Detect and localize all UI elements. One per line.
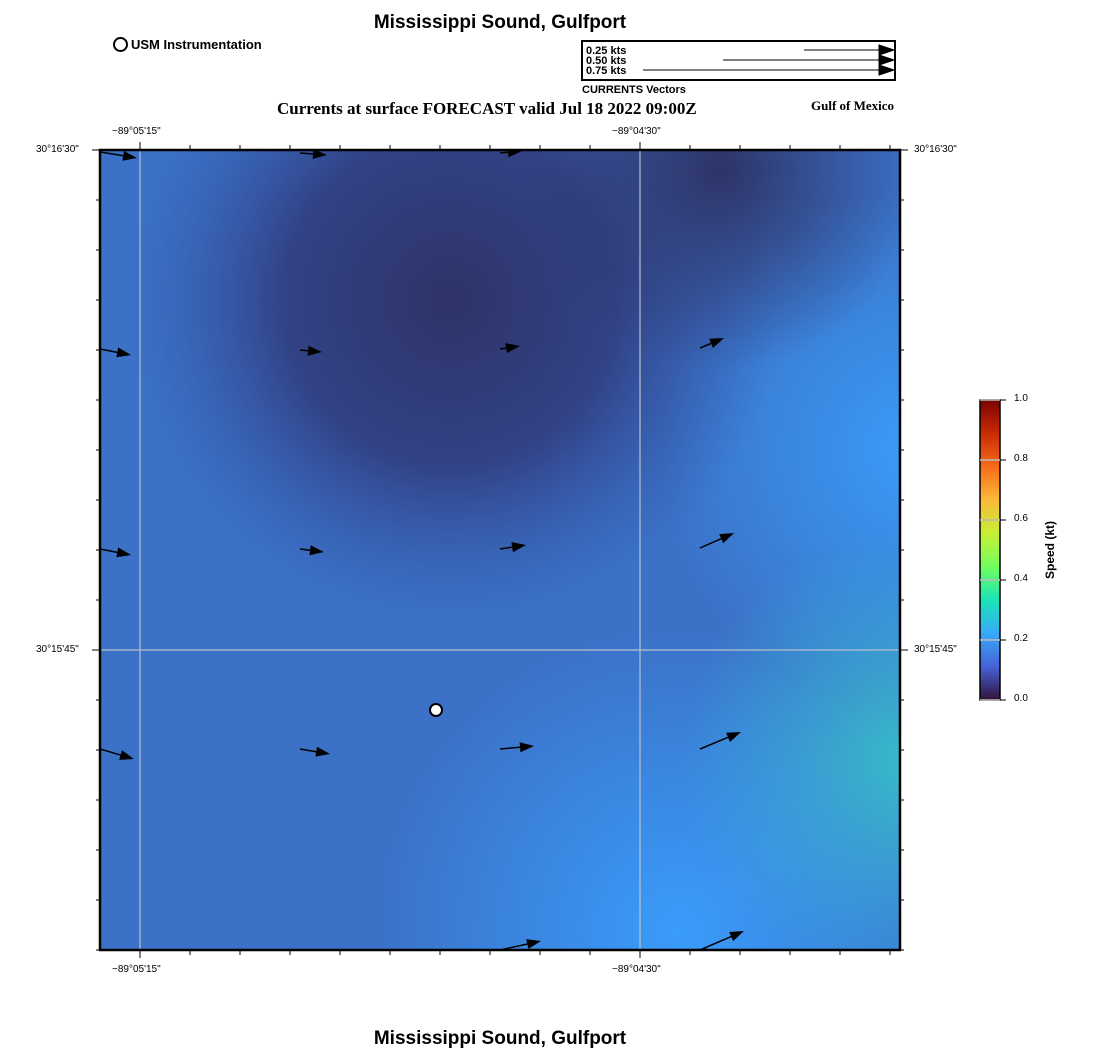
current-vector-arrow [299, 545, 324, 556]
vector-legend-title: CURRENTS Vectors [582, 84, 686, 96]
colorbar-tick-label: 0.8 [1014, 453, 1028, 464]
current-vector-arrow [699, 931, 744, 950]
map-frame [98, 148, 902, 952]
current-vector-arrow [699, 533, 734, 549]
map-title: Mississippi Sound, Gulfport [373, 12, 627, 33]
colorbar-tick-label: 0.6 [1014, 513, 1028, 524]
current-vector-arrow [299, 345, 322, 356]
graticule [100, 150, 900, 950]
current-vector-arrow [100, 547, 131, 558]
colorbar-ticks [980, 399, 1006, 701]
lon-label-bottom: −89°04'30" [612, 964, 661, 975]
current-vector-arrow [499, 742, 534, 753]
map-footer-title: Mississippi Sound, Gulfport [373, 1028, 627, 1049]
colorbar-tick-label: 0.2 [1014, 633, 1028, 644]
colorbar-tick-label: 0.0 [1014, 693, 1028, 704]
vector-legend-entry: 0.50 kts [586, 55, 627, 67]
lat-label-right: 30°16'30" [914, 144, 957, 155]
map-subtitle: Currents at surface FORECAST valid Jul 1… [277, 99, 697, 118]
station-legend: USM Instrumentation [113, 37, 262, 52]
colorbar-tick-label: 1.0 [1014, 393, 1028, 404]
vector-legend-entry: 0.75 kts [586, 65, 627, 77]
lat-label-left: 30°15'45" [36, 644, 79, 655]
usm-station-marker[interactable] [429, 703, 443, 717]
colorbar-tick-label: 0.4 [1014, 573, 1028, 584]
current-vector-arrow [499, 542, 526, 553]
speed-field [100, 150, 900, 950]
current-vector-arrow [699, 732, 741, 750]
current-vector-arrow [299, 746, 330, 757]
current-vector-arrow [499, 343, 520, 354]
current-vector-arrow [299, 150, 327, 159]
current-vector-arrow [100, 748, 134, 760]
lat-label-left: 30°16'30" [36, 144, 79, 155]
vector-legend-arrows [643, 44, 894, 76]
vector-legend-box: 0.25 kts 0.50 kts 0.75 kts [581, 40, 896, 81]
station-legend-label: USM Instrumentation [131, 37, 262, 52]
current-vector-arrow [100, 347, 131, 358]
lon-label-top: −89°05'15" [112, 126, 161, 137]
region-label: Gulf of Mexico [811, 98, 895, 113]
colorbar [979, 399, 1001, 701]
current-vector-arrow [499, 150, 522, 158]
current-vector-arrow [699, 338, 724, 349]
vector-legend-entry: 0.25 kts [586, 45, 627, 57]
current-vector-arrow [100, 150, 137, 161]
lon-label-top: −89°04'30" [612, 126, 661, 137]
lon-label-bottom: −89°05'15" [112, 964, 161, 975]
colorbar-label: Speed (kt) [1043, 521, 1057, 580]
lat-label-right: 30°15'45" [914, 644, 957, 655]
station-marker-icon [113, 37, 128, 52]
